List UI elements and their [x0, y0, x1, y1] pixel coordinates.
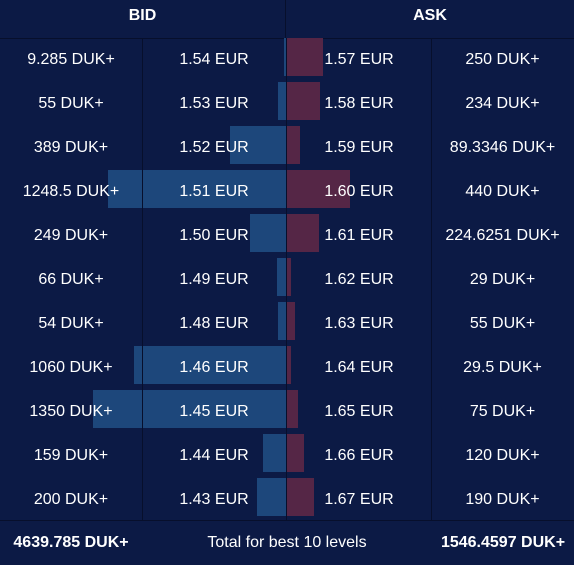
order-book-row[interactable]: 66 DUK+ 1.49 EUR 1.62 EUR 29 DUK+ [0, 252, 574, 296]
bid-price: 1.49 EUR [142, 258, 286, 302]
center-divider [286, 38, 287, 520]
order-book-row[interactable]: 249 DUK+ 1.50 EUR 1.61 EUR 224.6251 DUK+ [0, 208, 574, 252]
ask-price: 1.66 EUR [288, 434, 430, 478]
ask-quantity: 234 DUK+ [431, 82, 574, 126]
ask-price: 1.57 EUR [288, 38, 430, 82]
ask-price: 1.58 EUR [288, 82, 430, 126]
ask-quantity: 75 DUK+ [431, 390, 574, 434]
bid-quantity: 1350 DUK+ [0, 390, 142, 434]
ask-price: 1.65 EUR [288, 390, 430, 434]
bid-quantity: 200 DUK+ [0, 478, 142, 522]
bid-quantity: 55 DUK+ [0, 82, 142, 126]
order-book-footer: 4639.785 DUK+ Total for best 10 levels 1… [0, 520, 574, 561]
ask-quantity: 29.5 DUK+ [431, 346, 574, 390]
bid-quantity: 9.285 DUK+ [0, 38, 142, 82]
ask-price: 1.64 EUR [288, 346, 430, 390]
order-book-row[interactable]: 1350 DUK+ 1.45 EUR 1.65 EUR 75 DUK+ [0, 384, 574, 428]
bid-price: 1.54 EUR [142, 38, 286, 82]
order-book-row[interactable]: 55 DUK+ 1.53 EUR 1.58 EUR 234 DUK+ [0, 76, 574, 120]
ask-quantity: 89.3346 DUK+ [431, 126, 574, 170]
ask-price: 1.60 EUR [288, 170, 430, 214]
order-book-levels: 9.285 DUK+ 1.54 EUR 1.57 EUR 250 DUK+ 55 DUK… [0, 38, 574, 520]
bid-quantity: 66 DUK+ [0, 258, 142, 302]
bid-price: 1.45 EUR [142, 390, 286, 434]
bid-price: 1.46 EUR [142, 346, 286, 390]
ask-quantity: 250 DUK+ [431, 38, 574, 82]
order-book-row[interactable]: 9.285 DUK+ 1.54 EUR 1.57 EUR 250 DUK+ [0, 32, 574, 76]
order-book-row[interactable]: 159 DUK+ 1.44 EUR 1.66 EUR 120 DUK+ [0, 428, 574, 472]
ask-total: 1546.4597 DUK+ [432, 521, 574, 561]
bid-price: 1.44 EUR [142, 434, 286, 478]
bid-quantity: 1060 DUK+ [0, 346, 142, 390]
order-book-row[interactable]: 1060 DUK+ 1.46 EUR 1.64 EUR 29.5 DUK+ [0, 340, 574, 384]
ask-quantity: 55 DUK+ [431, 302, 574, 346]
ask-quantity: 440 DUK+ [431, 170, 574, 214]
ask-quantity: 29 DUK+ [431, 258, 574, 302]
bid-quantity: 1248.5 DUK+ [0, 170, 142, 214]
totals-label: Total for best 10 levels [142, 521, 432, 561]
order-book-row[interactable]: 54 DUK+ 1.48 EUR 1.63 EUR 55 DUK+ [0, 296, 574, 340]
bid-quantity: 54 DUK+ [0, 302, 142, 346]
order-book-row[interactable]: 389 DUK+ 1.52 EUR 1.59 EUR 89.3346 DUK+ [0, 120, 574, 164]
ask-quantity: 190 DUK+ [431, 478, 574, 522]
ask-price: 1.59 EUR [288, 126, 430, 170]
bid-price: 1.52 EUR [142, 126, 286, 170]
bid-quantity: 249 DUK+ [0, 214, 142, 258]
bid-price: 1.51 EUR [142, 170, 286, 214]
order-book-row[interactable]: 1248.5 DUK+ 1.51 EUR 1.60 EUR 440 DUK+ [0, 164, 574, 208]
ask-quantity: 120 DUK+ [431, 434, 574, 478]
bid-quantity: 389 DUK+ [0, 126, 142, 170]
bid-quantity: 159 DUK+ [0, 434, 142, 478]
bid-price: 1.48 EUR [142, 302, 286, 346]
bid-total: 4639.785 DUK+ [0, 521, 142, 561]
ask-price: 1.63 EUR [288, 302, 430, 346]
bid-price: 1.43 EUR [142, 478, 286, 522]
bid-price: 1.50 EUR [142, 214, 286, 258]
ask-price: 1.62 EUR [288, 258, 430, 302]
bid-price: 1.53 EUR [142, 82, 286, 126]
ask-price: 1.61 EUR [288, 214, 430, 258]
ask-price: 1.67 EUR [288, 478, 430, 522]
order-book-row[interactable]: 200 DUK+ 1.43 EUR 1.67 EUR 190 DUK+ [0, 472, 574, 516]
ask-quantity: 224.6251 DUK+ [431, 214, 574, 258]
